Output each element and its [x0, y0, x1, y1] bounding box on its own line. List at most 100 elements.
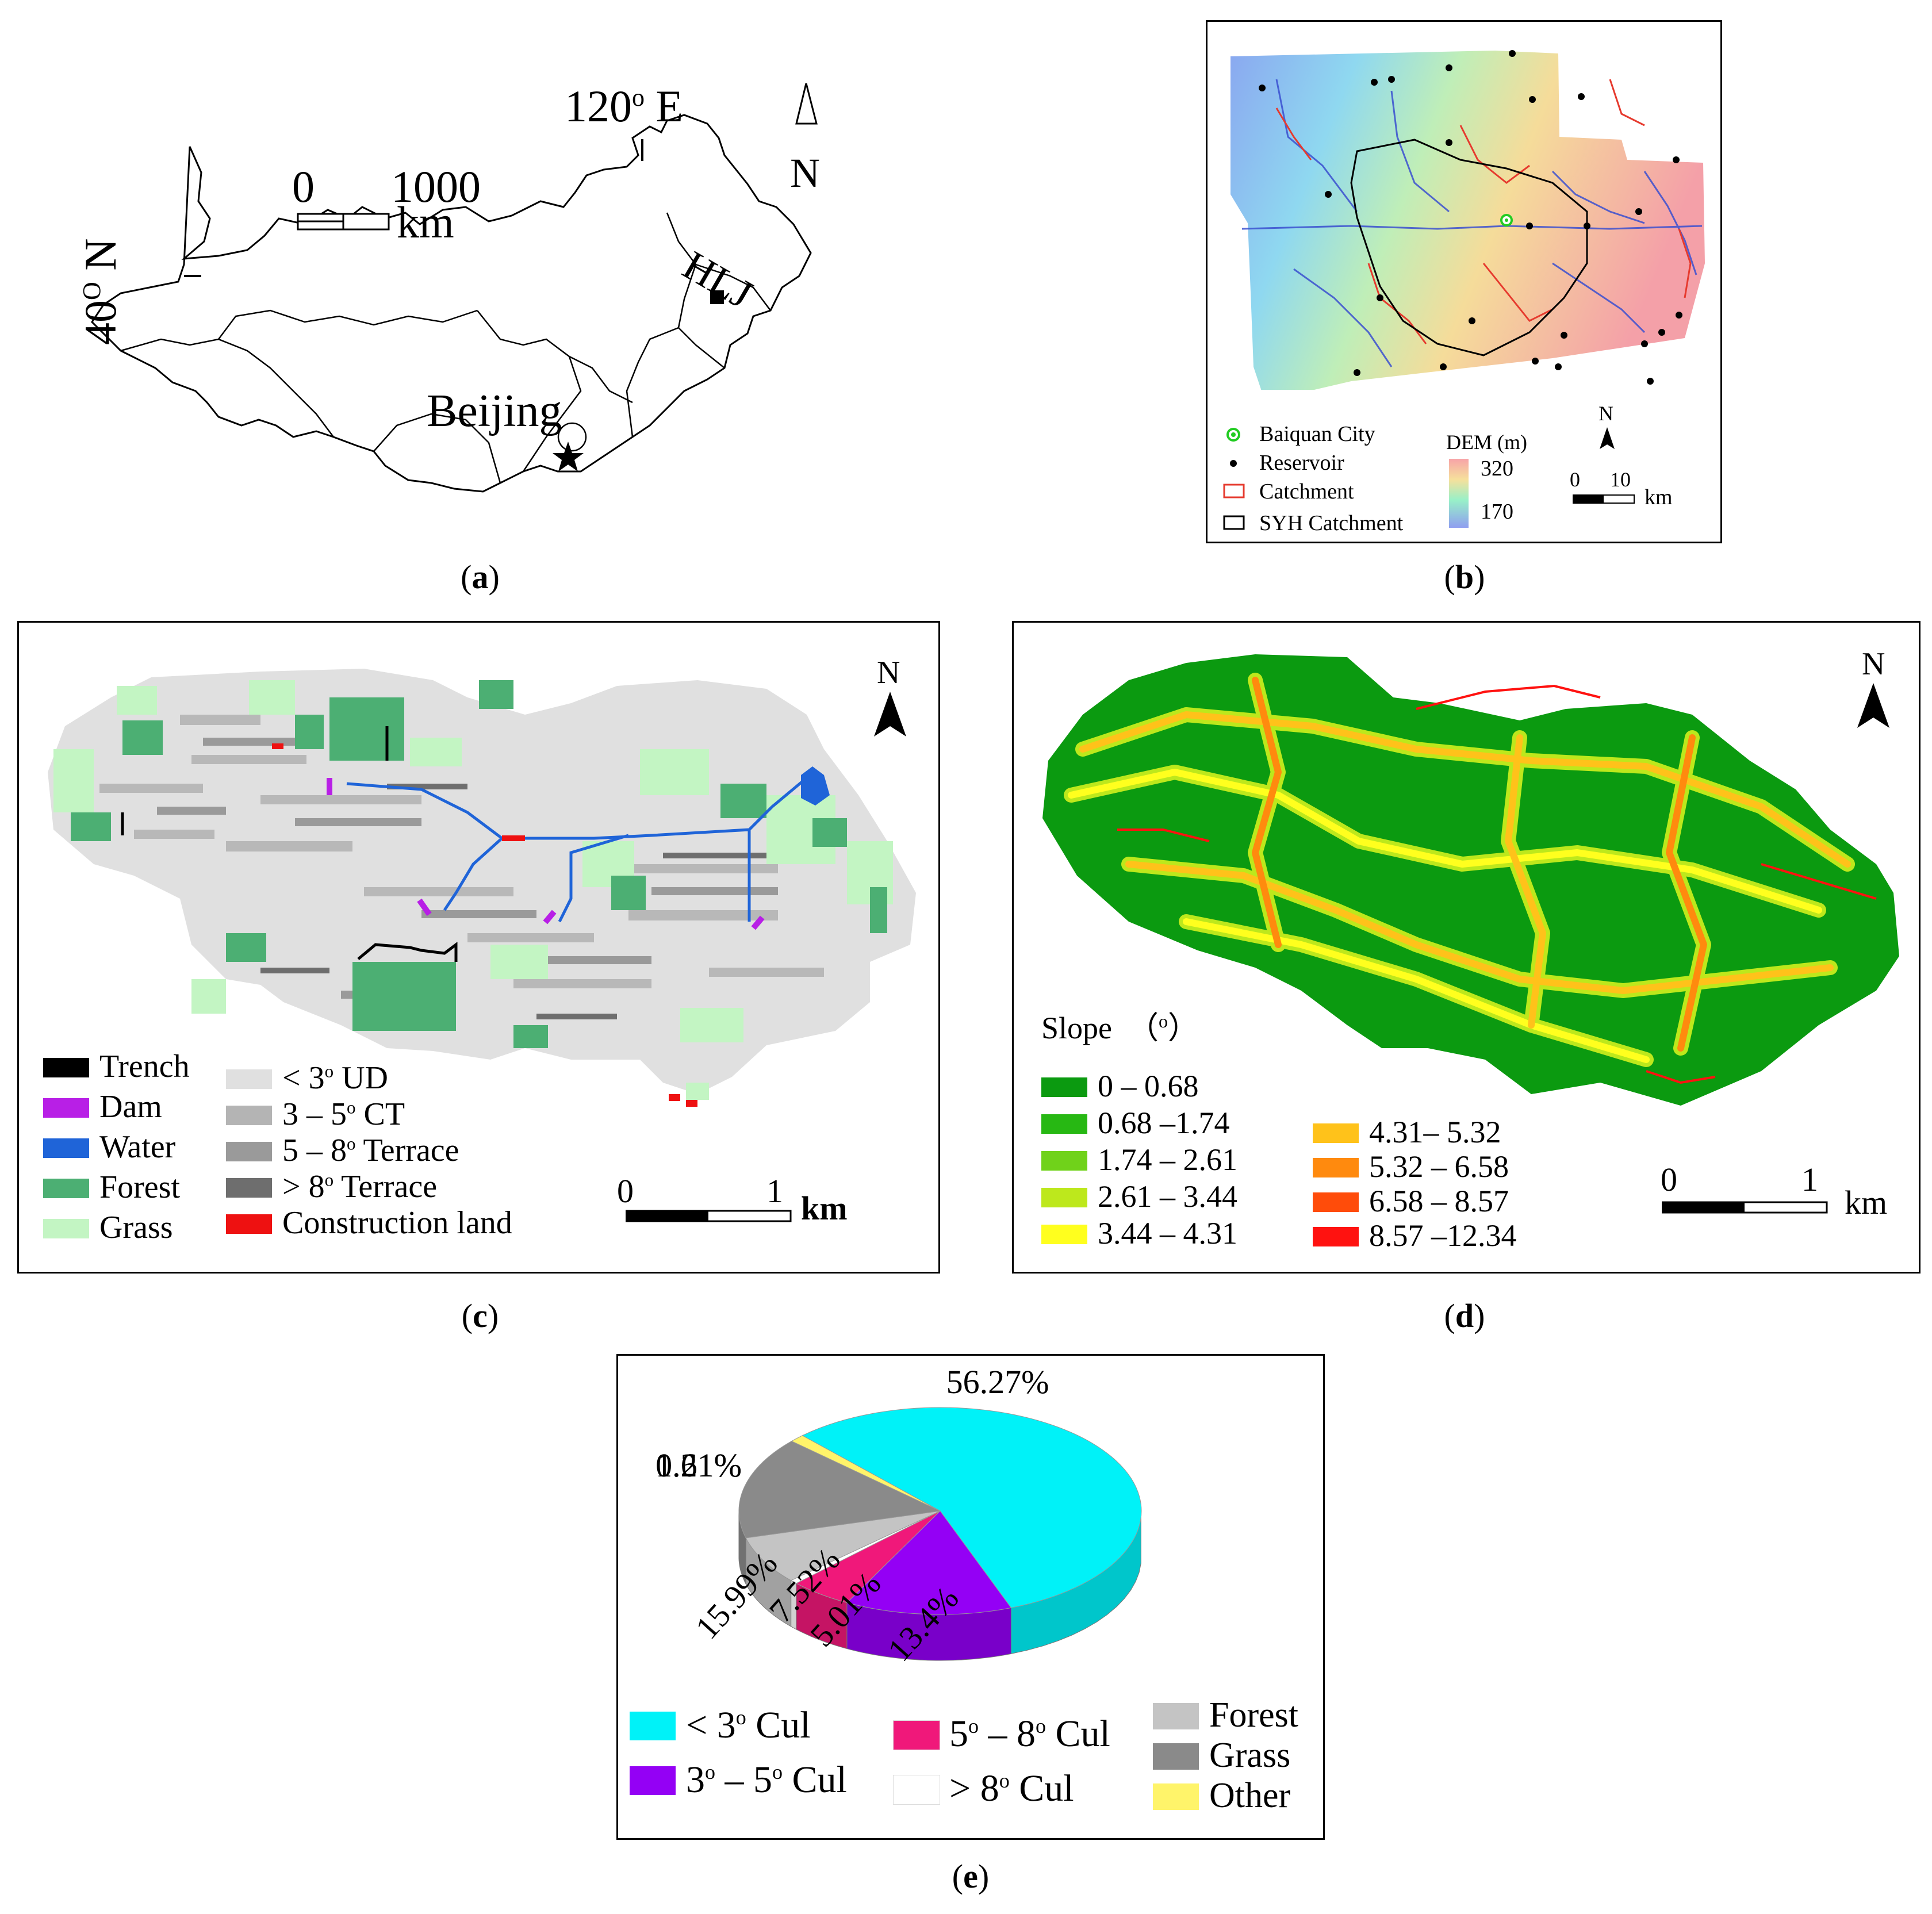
d-north-arrow-icon — [1857, 683, 1889, 728]
d-scale-unit: km — [1845, 1184, 1888, 1221]
caption-c: (c) — [461, 1297, 499, 1334]
caption-d: (d) — [1444, 1297, 1485, 1334]
legend-swatch — [226, 1214, 272, 1234]
c-north-label: N — [877, 655, 900, 691]
north-arrow-icon — [795, 83, 818, 125]
c-scale-bar — [626, 1210, 792, 1222]
legend-label: < 3o Cul — [686, 1704, 811, 1746]
channel-network — [346, 777, 808, 923]
legend-label: Grass — [1209, 1736, 1291, 1775]
legend-swatch — [1041, 1151, 1087, 1171]
caption-a: (a) — [461, 558, 500, 596]
legend-label: 6.58 – 8.57 — [1369, 1184, 1509, 1218]
legend-baiquan-city: Baiquan City — [1259, 422, 1375, 446]
c-scale-start: 0 — [617, 1172, 634, 1210]
legend-label: Water — [99, 1129, 176, 1165]
c-scale-unit: km — [801, 1190, 848, 1227]
legend-swatch — [43, 1138, 89, 1158]
legend-swatch — [226, 1069, 272, 1089]
pie-slice — [745, 1510, 941, 1581]
syh-catchment-outline — [1350, 139, 1588, 356]
legend-reservoir: Reservoir — [1259, 451, 1344, 475]
legend-swatch — [43, 1058, 89, 1077]
landuse-map — [48, 669, 916, 1107]
china-outline-map — [91, 83, 818, 493]
legend-label: 2.61 – 3.44 — [1098, 1179, 1237, 1214]
b-scale-bar — [1573, 494, 1635, 504]
legend-swatch — [1153, 1783, 1199, 1810]
legend-swatch — [630, 1712, 676, 1740]
caption-e: (e) — [952, 1858, 990, 1895]
legend-swatch — [1041, 1188, 1087, 1207]
d-scale-start: 0 — [1661, 1161, 1677, 1198]
pie-slice — [791, 1435, 941, 1512]
dams — [327, 778, 765, 930]
legend-swatch — [893, 1775, 940, 1805]
pie-data-label: 56.27% — [946, 1363, 1049, 1401]
legend-label: 5.32 – 6.58 — [1369, 1149, 1509, 1184]
c-scale-end: 1 — [766, 1172, 783, 1210]
pie-chart: 56.27%13.4%5.01%0.61%7.52%15.99%1.21% — [656, 1363, 1142, 1668]
beijing-star-icon — [553, 442, 584, 471]
legend-swatch — [630, 1766, 676, 1795]
dem-min: 170 — [1481, 500, 1513, 524]
panel-c-landuse-map: N 0 1 km Trench Dam Water Forest Grass < 3o … — [17, 621, 940, 1274]
c-north-arrow-icon — [874, 692, 906, 737]
panel-d-slope-map: N Slope （o） 0 1 km 0 – 0.68 0.68 –1.74 1.7… — [1012, 621, 1920, 1274]
reservoir-dots — [1259, 50, 1682, 385]
b-scale-unit: km — [1644, 485, 1673, 509]
legend-swatch — [1041, 1225, 1087, 1244]
b-north-arrow-icon — [1600, 427, 1615, 449]
hlj-marker — [710, 290, 724, 304]
b-north-label: N — [1598, 402, 1613, 425]
legend-swatch — [893, 1720, 940, 1750]
b-scale-start: 0 — [1570, 468, 1580, 491]
dem-title: DEM (m) — [1446, 431, 1527, 454]
slope-title: Slope （o） — [1041, 1011, 1199, 1045]
legend-label: 1.74 – 2.61 — [1098, 1142, 1237, 1177]
legend-label: Other — [1209, 1776, 1291, 1815]
legend-label: Trench — [99, 1049, 190, 1084]
dem-max: 320 — [1481, 457, 1513, 481]
legend-swatch — [43, 1219, 89, 1238]
legend-label: < 3o UD — [282, 1060, 388, 1096]
legend-swatch — [226, 1178, 272, 1198]
legend-swatch — [1041, 1077, 1087, 1097]
legend-label: Dam — [99, 1089, 162, 1125]
legend-label: 3 – 5o CT — [282, 1096, 405, 1132]
legend-syh-catchment: SYH Catchment — [1259, 511, 1404, 535]
legend-swatch — [226, 1142, 272, 1161]
legend-label: 3o – 5o Cul — [686, 1759, 847, 1801]
legend-label: Grass — [99, 1210, 173, 1245]
place-beijing: Beijing — [427, 386, 562, 436]
pie-slice — [738, 1440, 941, 1539]
scale-unit: km — [397, 197, 454, 247]
legend-swatch — [43, 1179, 89, 1198]
pie-slice — [802, 1407, 1142, 1608]
legend-swatch — [1313, 1123, 1359, 1143]
legend-label: 0.68 –1.74 — [1098, 1106, 1230, 1140]
lat-label: 40O N — [75, 238, 125, 345]
caption-b: (b) — [1444, 558, 1485, 596]
dem-color-bar — [1449, 459, 1469, 528]
pie-data-label: 1.21% — [656, 1447, 742, 1484]
panel-a-map: 120o E 40O N N 0 1000 km HLJ Beijing — [75, 69, 845, 506]
scale-end: 1000 — [391, 162, 481, 212]
legend-label: 4.31– 5.32 — [1369, 1115, 1501, 1149]
legend-label: Construction land — [282, 1205, 512, 1241]
panel-e-pie-chart: 56.27% 13.4% 5.01% 0.61% 7.52% 15.99% 1.21% < … — [616, 1354, 1325, 1840]
legend-catchment: Catchment — [1259, 480, 1354, 504]
reservoir-water — [801, 766, 830, 806]
legend-swatch — [1153, 1703, 1199, 1729]
legend-swatch — [1313, 1227, 1359, 1246]
panel-b-dem-map: Baiquan City Reservoir Catchment SYH Cat… — [1206, 20, 1722, 543]
d-scale-end: 1 — [1801, 1161, 1818, 1198]
legend-label: Forest — [99, 1169, 180, 1205]
legend-swatch — [1313, 1192, 1359, 1212]
lon-label: 120o E — [565, 81, 684, 131]
b-legend-symbols — [1223, 428, 1245, 530]
legend-label: > 8o Terrace — [282, 1169, 438, 1205]
pie-slice — [846, 1510, 1012, 1615]
construction-land — [272, 743, 697, 1107]
legend-label: 0 – 0.68 — [1098, 1069, 1199, 1103]
